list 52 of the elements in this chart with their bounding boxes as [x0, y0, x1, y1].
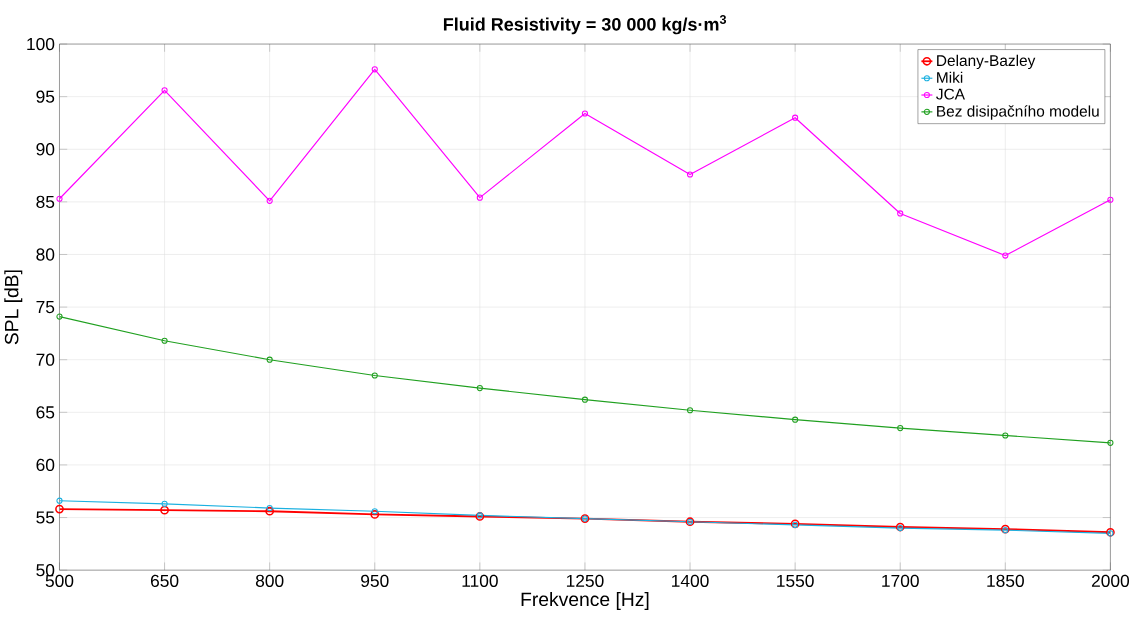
y-tick-label: 75 [36, 301, 55, 314]
y-tick-label: 100 [27, 38, 55, 51]
point [55, 504, 64, 514]
point [371, 372, 378, 379]
y-tick-label: 55 [36, 511, 55, 524]
point [371, 66, 378, 73]
x-axis-title: Frekvence [Hz] [521, 592, 649, 611]
point [266, 356, 273, 363]
y-tick-label: 90 [36, 143, 55, 156]
y-tick-label: 65 [36, 406, 55, 419]
legend-label: Delany-Bazley [937, 54, 1036, 70]
point [581, 396, 589, 403]
y-tick-label: 70 [36, 353, 55, 366]
point [897, 210, 904, 217]
x-tick-label: 800 [255, 574, 284, 588]
point [1002, 432, 1009, 439]
x-tick-label: 1850 [987, 574, 1024, 588]
x-tick-label: 2000 [1091, 574, 1130, 588]
point [265, 506, 275, 516]
x-tick-label: 1400 [672, 574, 709, 588]
point [160, 505, 169, 515]
point [686, 407, 694, 414]
point [792, 114, 799, 121]
point [161, 87, 168, 94]
point [161, 337, 168, 344]
point [371, 508, 378, 515]
point [1002, 252, 1009, 259]
y-tick-label: 85 [36, 195, 55, 209]
x-tick-label: 650 [150, 574, 179, 588]
point [792, 416, 799, 423]
y-axis-title: SPL [dB] [4, 270, 23, 345]
legend-label: Bez disipačního modelu [937, 105, 1099, 120]
x-tick-label: 1550 [777, 574, 814, 588]
point [686, 171, 694, 178]
x-tick-label: 1100 [462, 574, 498, 588]
point [370, 510, 380, 519]
point [476, 194, 483, 201]
legend-label: Miki [937, 71, 963, 83]
y-tick-label: 95 [36, 90, 55, 103]
point [897, 425, 904, 432]
point [476, 385, 483, 392]
point [266, 197, 273, 205]
x-tick-label: 1700 [882, 574, 919, 588]
y-tick-label: 60 [36, 458, 55, 472]
point [266, 505, 273, 512]
point [581, 110, 589, 117]
point [161, 500, 168, 508]
x-tick-label: 1250 [566, 574, 604, 588]
x-tick-label: 950 [361, 574, 389, 588]
y-tick-label: 80 [36, 248, 55, 261]
chart-title: Fluid Resistivity = 30 000 kg/s·m$^{3}$ [443, 15, 727, 35]
legend-label: JCA [936, 88, 965, 100]
